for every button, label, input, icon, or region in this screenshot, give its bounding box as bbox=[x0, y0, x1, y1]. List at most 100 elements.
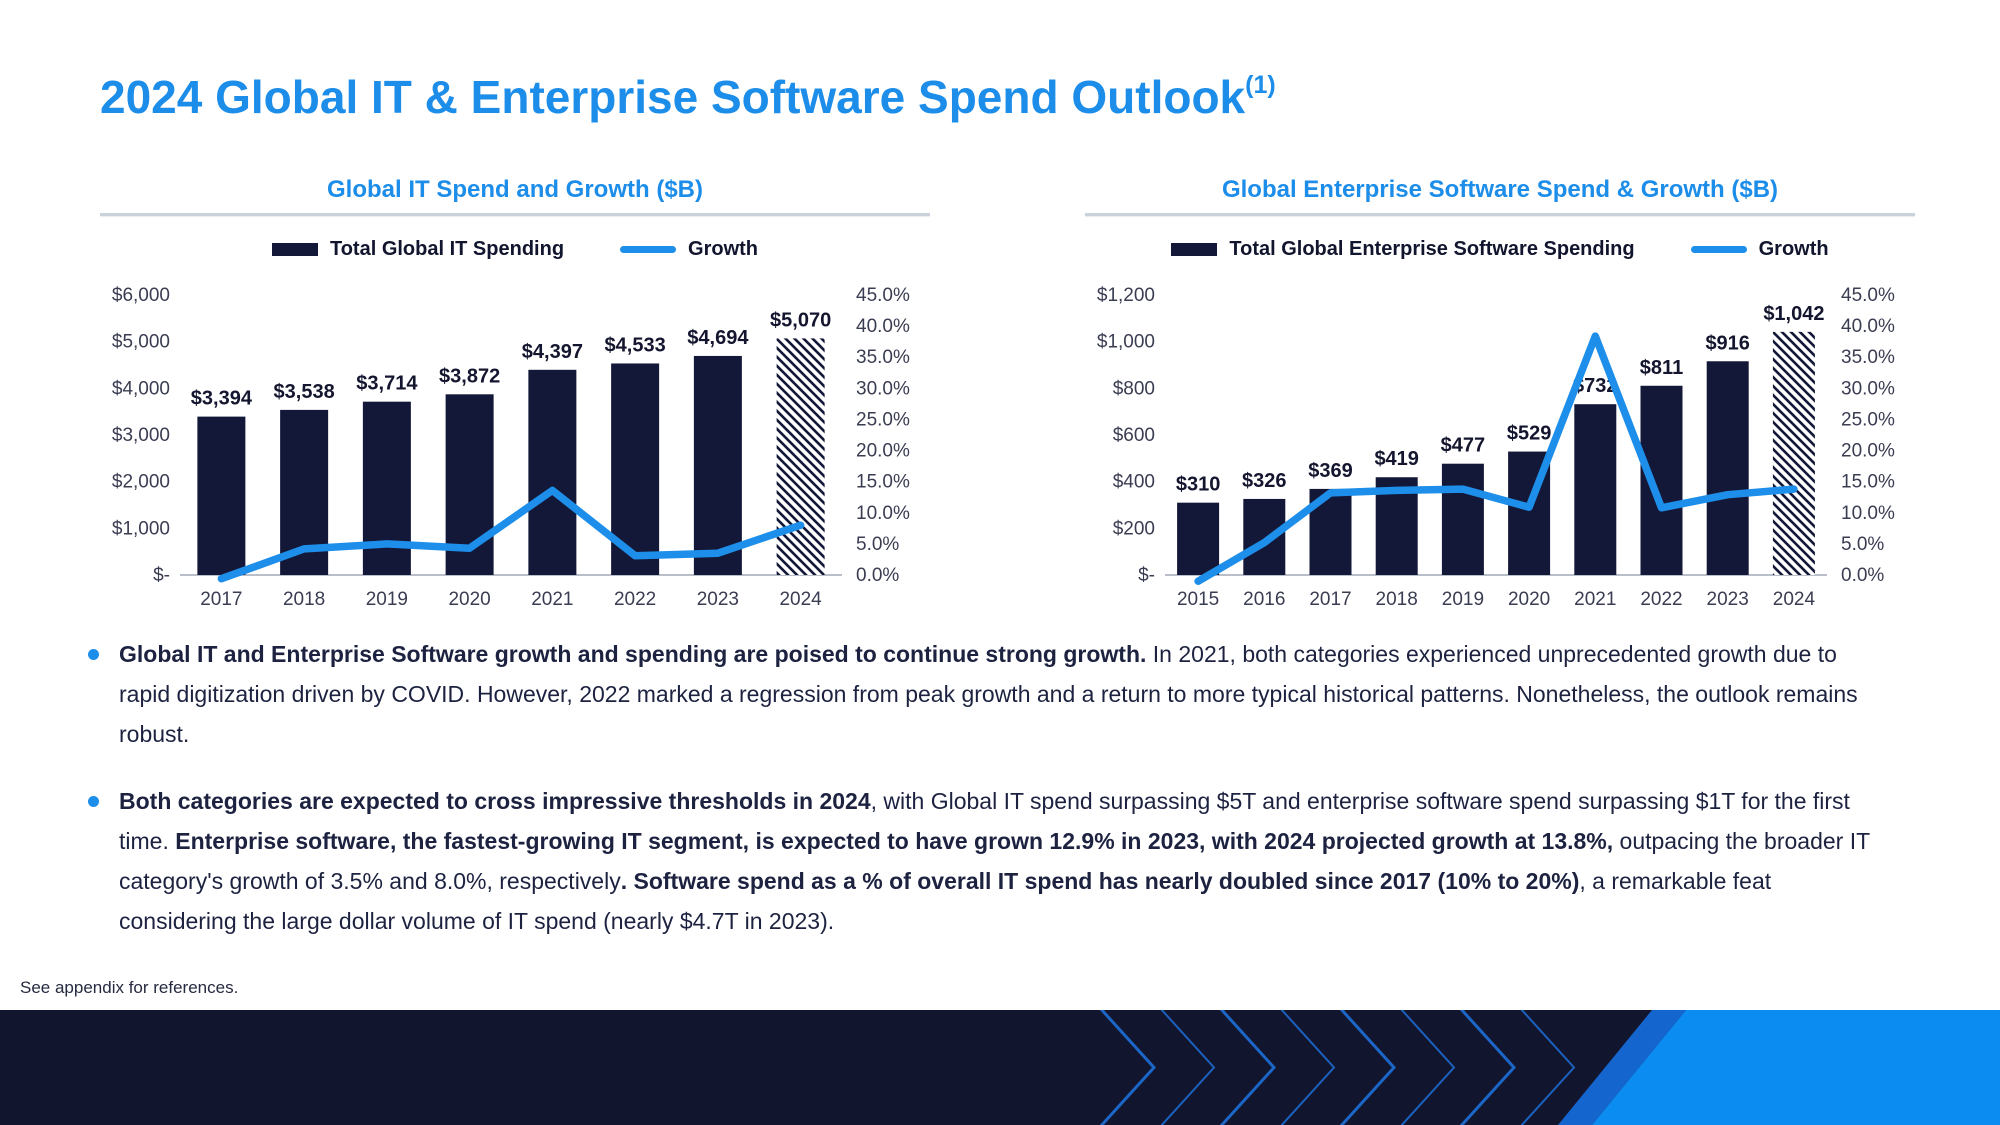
x-axis-tick: 2022 bbox=[1640, 589, 1682, 610]
chevron-icon bbox=[1219, 1010, 1277, 1125]
bar bbox=[197, 416, 246, 575]
bar-value-label: $419 bbox=[1374, 448, 1419, 470]
right-axis-tick: 20.0% bbox=[856, 441, 910, 462]
right-axis-tick: 0.0% bbox=[1841, 565, 1884, 586]
bullet-text-segment: In 2021, both categories experienced unp… bbox=[119, 641, 1858, 747]
right-axis-tick: 5.0% bbox=[856, 534, 899, 555]
bar-value-label: $4,397 bbox=[522, 341, 583, 363]
right-axis-tick: 45.0% bbox=[856, 285, 910, 306]
bar-value-label: $1,042 bbox=[1763, 303, 1824, 325]
x-axis-tick: 2023 bbox=[697, 589, 739, 610]
it-chart-title: Global IT Spend and Growth ($B) bbox=[327, 176, 703, 203]
growth-line bbox=[217, 486, 805, 583]
left-axis-tick: $- bbox=[1138, 565, 1155, 586]
x-axis-tick: 2021 bbox=[1574, 589, 1616, 610]
bullet-text-segment: outpacing the broader IT category's grow… bbox=[119, 828, 1870, 894]
legend-label-spending: Total Global IT Spending bbox=[329, 238, 565, 260]
left-axis-tick: $1,000 bbox=[1097, 332, 1155, 353]
right-axis-tick: 30.0% bbox=[856, 378, 910, 399]
x-axis-tick: 2019 bbox=[1442, 589, 1484, 610]
bullet-text: Global IT and Enterprise Software growth… bbox=[119, 634, 1881, 754]
left-axis-tick: $5,000 bbox=[112, 332, 170, 353]
bar-value-label: $3,714 bbox=[356, 373, 418, 395]
right-axis-tick: 10.0% bbox=[856, 503, 910, 524]
charts-row: Global IT Spend and Growth ($B) Total Gl… bbox=[100, 176, 1915, 617]
bar-projected bbox=[776, 338, 825, 575]
it-chart-legend: Total Global IT Spending Growth bbox=[100, 238, 930, 261]
bar-value-label: $4,694 bbox=[687, 327, 749, 349]
right-axis-tick: 25.0% bbox=[1841, 409, 1895, 430]
bullet-dot-icon bbox=[88, 649, 99, 660]
x-axis-tick: 2017 bbox=[1309, 589, 1351, 610]
sw-chart-title-rule bbox=[1085, 213, 1915, 216]
right-axis-tick: 35.0% bbox=[1841, 347, 1895, 368]
bullet-item: Both categories are expected to cross im… bbox=[88, 781, 1888, 941]
bullet-list: Global IT and Enterprise Software growth… bbox=[88, 634, 1888, 968]
corner-accent-band bbox=[1558, 1010, 1686, 1125]
bar-value-label: $3,872 bbox=[439, 365, 500, 387]
right-axis-tick: 15.0% bbox=[1841, 472, 1895, 493]
right-axis-tick: 20.0% bbox=[1841, 441, 1895, 462]
bar bbox=[1441, 463, 1484, 575]
right-axis-tick: 5.0% bbox=[1841, 534, 1884, 555]
bar bbox=[1574, 404, 1617, 575]
left-axis-tick: $6,000 bbox=[112, 285, 170, 306]
x-axis-tick: 2018 bbox=[283, 589, 325, 610]
bar bbox=[693, 355, 742, 575]
x-axis-tick: 2019 bbox=[366, 589, 408, 610]
bar-value-label: $5,070 bbox=[770, 309, 831, 331]
bullet-item: Global IT and Enterprise Software growth… bbox=[88, 634, 1888, 754]
bar bbox=[528, 369, 577, 575]
x-axis-tick: 2020 bbox=[448, 589, 490, 610]
sw-chart-title: Global Enterprise Software Spend & Growt… bbox=[1221, 176, 1779, 203]
chevron-icon bbox=[1520, 1010, 1576, 1125]
sw-chart-plot: $1,200 $1,000 $800 $600 $400 $200 $- 45.0% 40.0%… bbox=[1097, 285, 1895, 610]
chevron-pattern bbox=[1099, 1010, 1576, 1125]
bar bbox=[1177, 502, 1220, 575]
footnote: See appendix for references. bbox=[20, 978, 239, 997]
bar bbox=[1243, 498, 1286, 575]
bullet-text: Both categories are expected to cross im… bbox=[119, 781, 1881, 941]
left-axis-tick: $1,000 bbox=[112, 518, 170, 539]
right-axis-tick: 30.0% bbox=[1841, 378, 1895, 399]
left-axis-tick: $600 bbox=[1113, 425, 1155, 446]
bar bbox=[1640, 385, 1683, 575]
right-axis-tick: 40.0% bbox=[1841, 316, 1895, 337]
page-title: 2024 Global IT & Enterprise Software Spe… bbox=[100, 70, 1276, 124]
footer-art bbox=[1099, 1010, 2000, 1125]
bar bbox=[1706, 361, 1749, 575]
bullet-text-segment: , a remarkable feat considering the larg… bbox=[119, 868, 1772, 934]
bar bbox=[362, 401, 411, 575]
legend-line-swatch bbox=[620, 246, 677, 253]
right-axis-tick: 15.0% bbox=[856, 472, 910, 493]
x-axis-tick: 2017 bbox=[200, 589, 242, 610]
bar-value-label: $916 bbox=[1705, 332, 1750, 354]
it-chart-plot: $6,000 $5,000 $4,000 $3,000 $2,000 $1,000 $- 45… bbox=[112, 285, 910, 610]
legend-bar-swatch bbox=[271, 243, 318, 256]
bar-value-label: $529 bbox=[1507, 423, 1552, 445]
chevron-icon bbox=[1160, 1010, 1216, 1125]
left-axis-tick: $4,000 bbox=[112, 378, 170, 399]
legend-label-growth: Growth bbox=[688, 238, 759, 260]
bar-value-label: $477 bbox=[1441, 435, 1486, 457]
chevron-icon bbox=[1459, 1010, 1517, 1125]
x-axis-tick: 2015 bbox=[1177, 589, 1219, 610]
bullet-text-bold-segment: Global IT and Enterprise Software growth… bbox=[119, 641, 1147, 667]
page-title-text: 2024 Global IT & Enterprise Software Spe… bbox=[100, 71, 1246, 123]
left-axis-tick: $200 bbox=[1113, 518, 1155, 539]
bullet-text-bold-segment: Both categories are expected to cross im… bbox=[119, 788, 871, 814]
right-axis-tick: 40.0% bbox=[856, 316, 910, 337]
it-chart-title-rule bbox=[100, 213, 930, 216]
legend-bar-swatch bbox=[1171, 243, 1218, 256]
bar-value-label: $326 bbox=[1242, 470, 1287, 492]
x-axis-tick: 2023 bbox=[1707, 589, 1749, 610]
left-axis-tick: $2,000 bbox=[112, 472, 170, 493]
x-axis-tick: 2024 bbox=[1773, 589, 1816, 610]
right-axis-tick: 25.0% bbox=[856, 409, 910, 430]
legend-label-growth: Growth bbox=[1758, 238, 1829, 260]
bar-value-label: $732 bbox=[1573, 375, 1618, 397]
left-axis-tick: $800 bbox=[1113, 378, 1155, 399]
x-axis-tick: 2020 bbox=[1508, 589, 1550, 610]
corner-highlight bbox=[1592, 1010, 2000, 1125]
left-axis-tick: $400 bbox=[1113, 472, 1155, 493]
